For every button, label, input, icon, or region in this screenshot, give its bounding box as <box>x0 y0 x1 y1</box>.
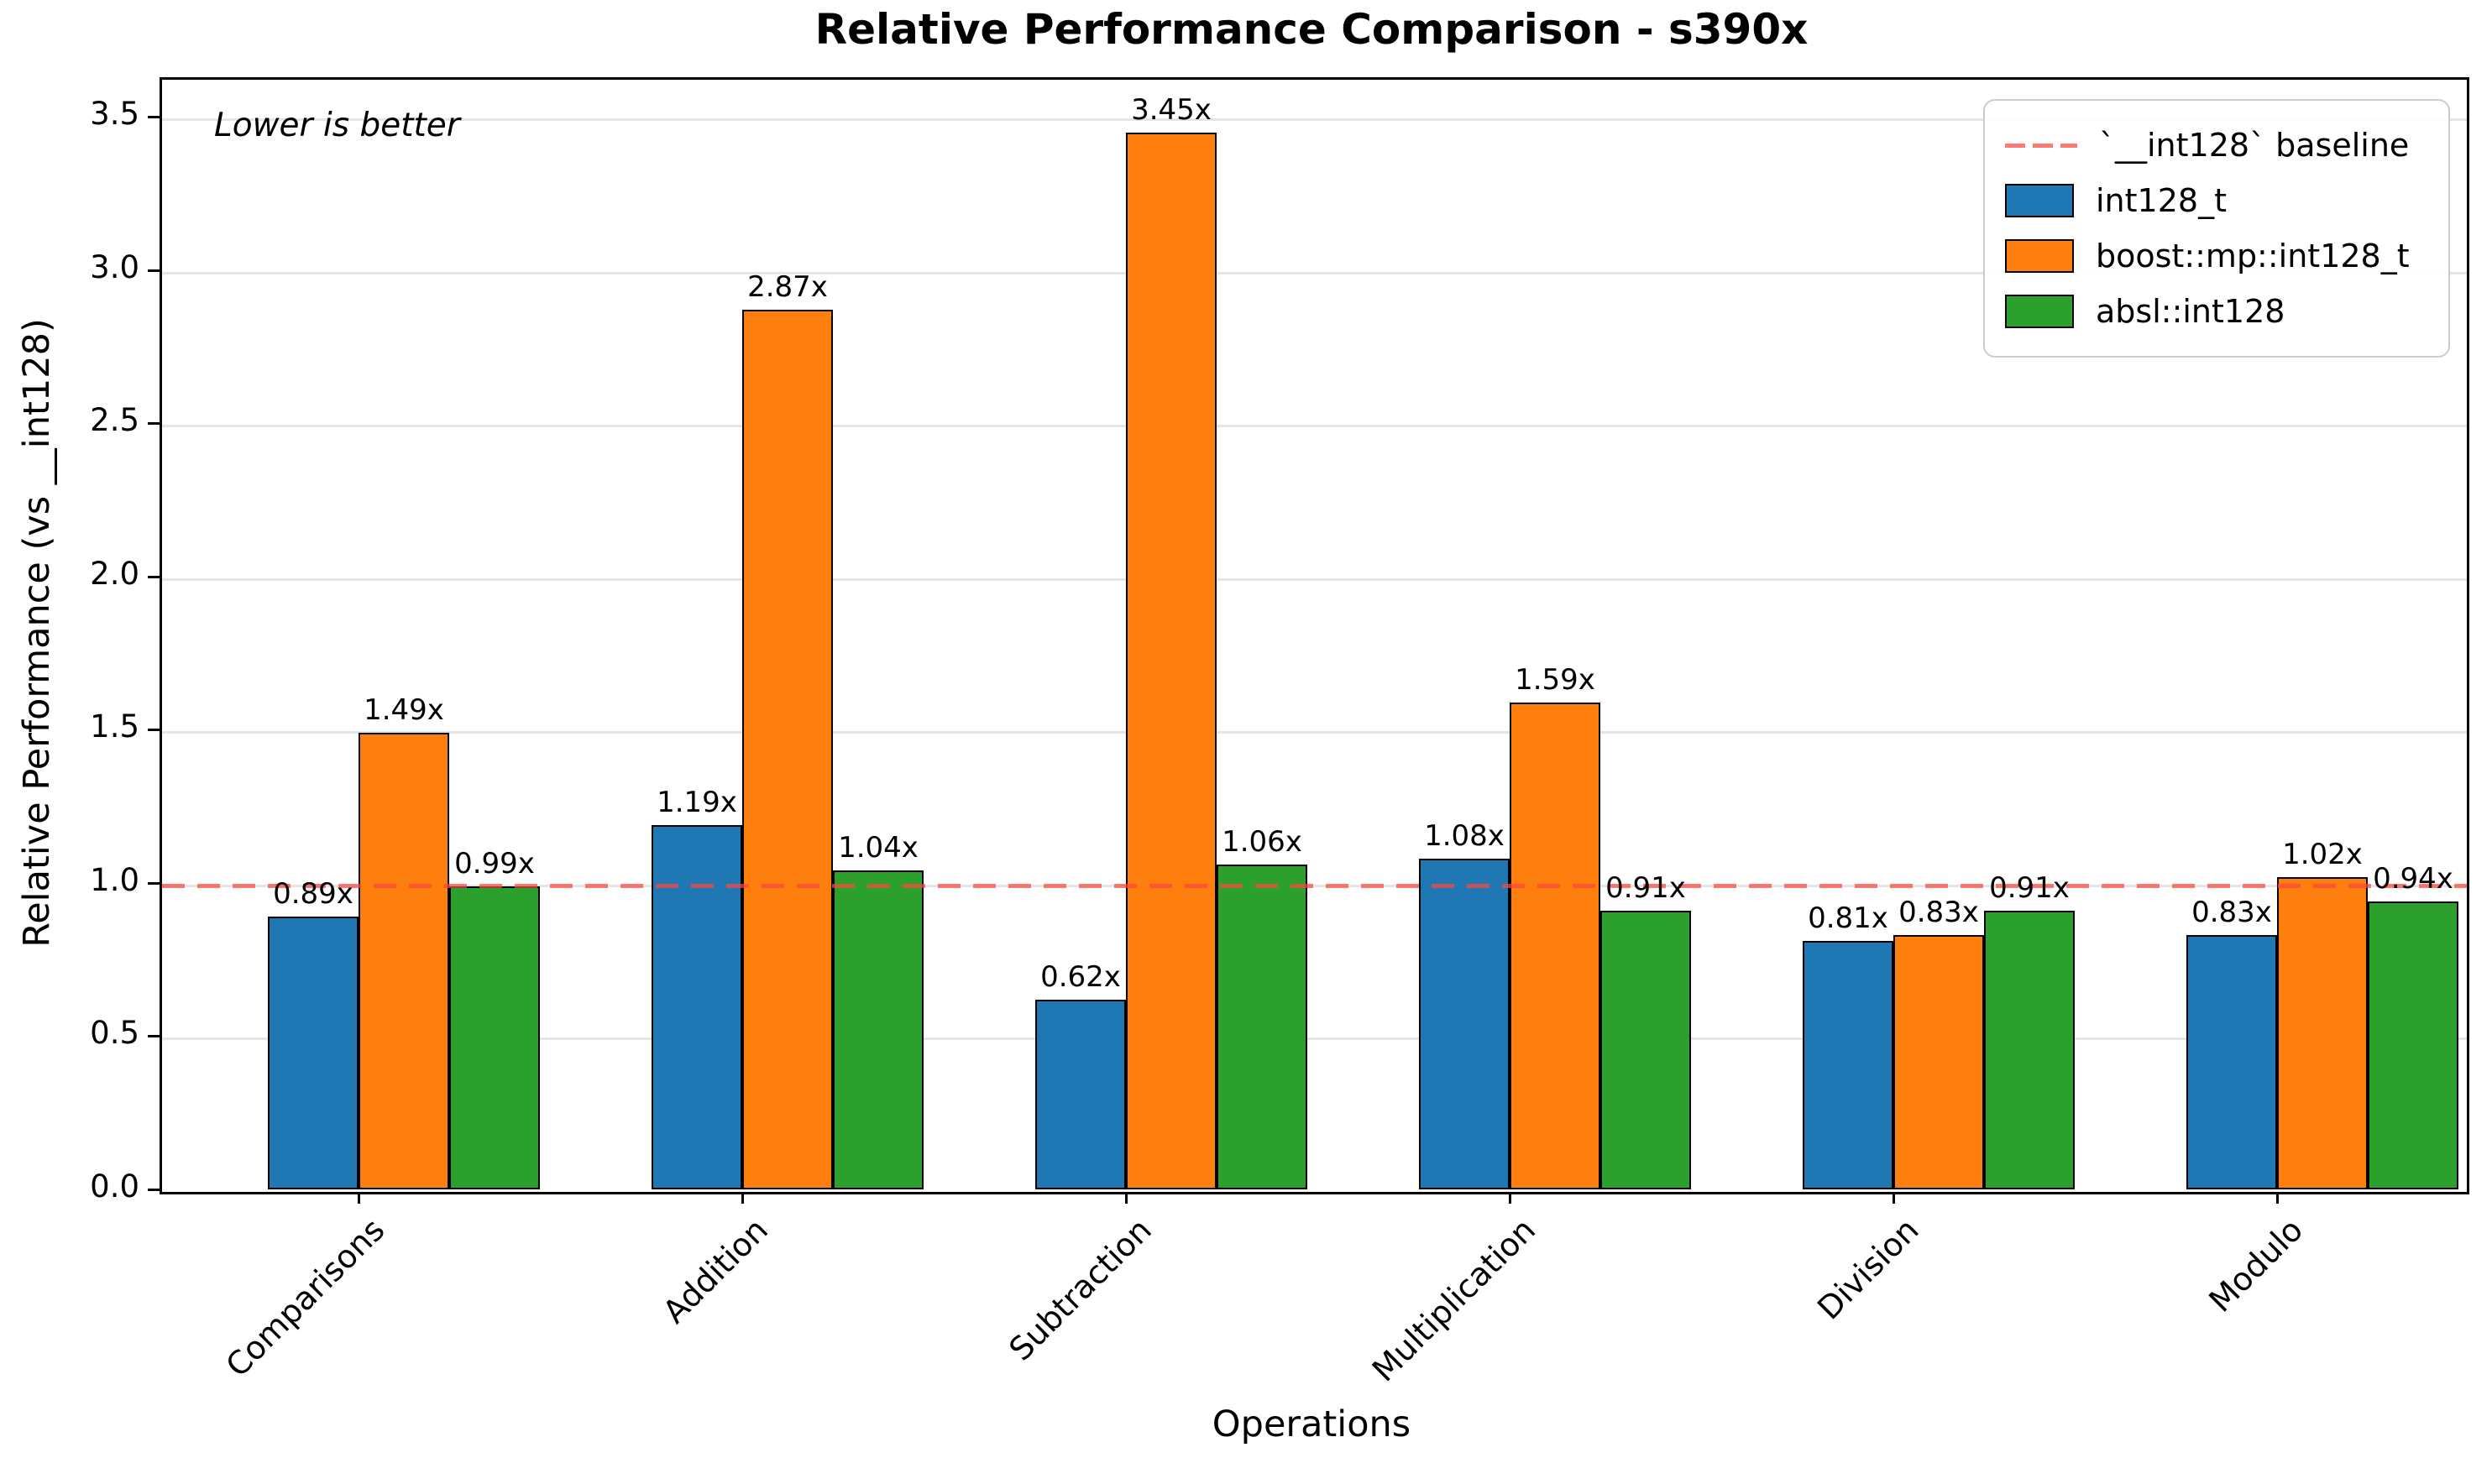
bar-int128_t-subtraction <box>1035 999 1126 1189</box>
bar-value-label: 3.45x <box>1131 92 1212 127</box>
bar-value-label: 1.59x <box>1515 662 1595 697</box>
x-tick-label-text: Multiplication <box>1364 1211 1543 1389</box>
legend-label: `__int128` baseline <box>2099 127 2410 164</box>
bar-int128_t-multiplication <box>1419 858 1510 1189</box>
legend-label: boost::mp::int128_t <box>2096 238 2410 274</box>
x-tick-label-text: Division <box>1810 1211 1927 1327</box>
bar-value-label: 1.06x <box>1222 825 1302 860</box>
bar-value-label: 1.04x <box>838 831 919 865</box>
gridline-y-0.5 <box>162 1037 2467 1041</box>
bar-boost::mp::int128_t-subtraction <box>1126 132 1217 1189</box>
bar-value-label: 0.83x <box>1898 896 1979 930</box>
bar-value-label: 0.62x <box>1040 959 1121 994</box>
gridline-y-3.0 <box>162 271 2467 274</box>
y-tick-mark <box>148 729 160 732</box>
bar-boost::mp::int128_t-multiplication <box>1510 702 1600 1189</box>
baseline-line <box>162 883 2467 888</box>
bar-value-label: 0.81x <box>1808 901 1888 936</box>
y-tick-mark <box>148 422 160 426</box>
legend-label: absl::int128 <box>2096 293 2285 330</box>
y-tick-label: 2.5 <box>90 402 139 439</box>
y-tick-label: 3.0 <box>90 248 139 285</box>
bar-value-label: 0.91x <box>1989 870 2070 905</box>
x-tick-mark <box>741 1192 744 1204</box>
y-tick-mark <box>148 1035 160 1038</box>
legend-color-patch <box>2005 239 2074 273</box>
gridline-y-1.5 <box>162 731 2467 734</box>
bar-value-label: 0.99x <box>454 846 535 880</box>
bar-int128_t-modulo <box>2186 935 2277 1189</box>
lower-is-better-annotation: Lower is better <box>214 107 460 144</box>
legend-item-int128_t: int128_t <box>2005 173 2428 228</box>
x-tick-mark <box>1509 1192 1511 1204</box>
bar-absl::int128-multiplication <box>1600 910 1691 1189</box>
gridline-y-2.0 <box>162 577 2467 581</box>
bar-absl::int128-subtraction <box>1217 865 1307 1189</box>
y-tick-label: 2.0 <box>90 555 139 592</box>
y-tick-mark <box>148 116 160 119</box>
legend-item-boost::mp::int128_t: boost::mp::int128_t <box>2005 228 2428 284</box>
gridline-y-2.5 <box>162 425 2467 428</box>
x-tick-label-text: Subtraction <box>1002 1211 1160 1368</box>
bar-value-label: 2.87x <box>747 270 828 305</box>
y-tick-mark <box>148 269 160 272</box>
bar-int128_t-division <box>1803 941 1893 1189</box>
legend-item-baseline: `__int128` baseline <box>2005 118 2428 173</box>
chart-title: Relative Performance Comparison - s390x <box>814 5 1809 54</box>
x-tick-label-text: Addition <box>656 1211 776 1331</box>
x-tick-mark <box>2276 1192 2279 1204</box>
legend-item-absl::int128: absl::int128 <box>2005 284 2428 339</box>
bar-boost::mp::int128_t-modulo <box>2277 876 2368 1189</box>
bar-int128_t-comparisons <box>268 917 359 1189</box>
y-tick-label: 1.5 <box>90 708 139 745</box>
bar-boost::mp::int128_t-addition <box>742 310 833 1189</box>
bar-absl::int128-comparisons <box>449 886 540 1189</box>
bar-absl::int128-modulo <box>2368 901 2458 1189</box>
y-tick-mark <box>148 575 160 578</box>
legend-color-patch <box>2005 295 2074 328</box>
bar-value-label: 0.91x <box>1605 870 1686 905</box>
legend-color-patch <box>2005 184 2074 217</box>
bar-value-label: 1.02x <box>2282 837 2363 871</box>
bar-value-label: 1.49x <box>364 693 444 728</box>
legend-label: int128_t <box>2096 182 2227 219</box>
gridline-y-3.5 <box>162 118 2467 122</box>
legend-dashed-line-sample <box>2005 143 2077 148</box>
bar-value-label: 1.08x <box>1424 818 1505 853</box>
bar-value-label: 1.19x <box>657 785 737 819</box>
x-tick-mark <box>1125 1192 1128 1204</box>
bar-int128_t-addition <box>652 824 742 1189</box>
bar-absl::int128-division <box>1984 910 2075 1189</box>
y-tick-label: 0.0 <box>90 1168 139 1204</box>
y-tick-mark <box>148 881 160 885</box>
bar-boost::mp::int128_t-division <box>1893 935 1984 1189</box>
x-tick-mark <box>1893 1192 1895 1204</box>
y-tick-label: 0.5 <box>90 1015 139 1052</box>
bar-value-label: 0.83x <box>2191 896 2272 930</box>
y-tick-label: 1.0 <box>90 861 139 898</box>
x-tick-label-text: Modulo <box>2201 1211 2311 1319</box>
x-tick-mark <box>358 1192 360 1204</box>
y-tick-label: 3.5 <box>90 96 139 133</box>
bar-boost::mp::int128_t-comparisons <box>359 733 449 1189</box>
bar-value-label: 0.89x <box>273 877 353 912</box>
x-tick-label-text: Comparisons <box>218 1211 392 1385</box>
bar-value-label: 0.94x <box>2373 861 2453 896</box>
y-tick-mark <box>148 1189 160 1191</box>
x-axis-label: Operations <box>1212 1403 1411 1445</box>
bar-absl::int128-addition <box>833 870 924 1189</box>
